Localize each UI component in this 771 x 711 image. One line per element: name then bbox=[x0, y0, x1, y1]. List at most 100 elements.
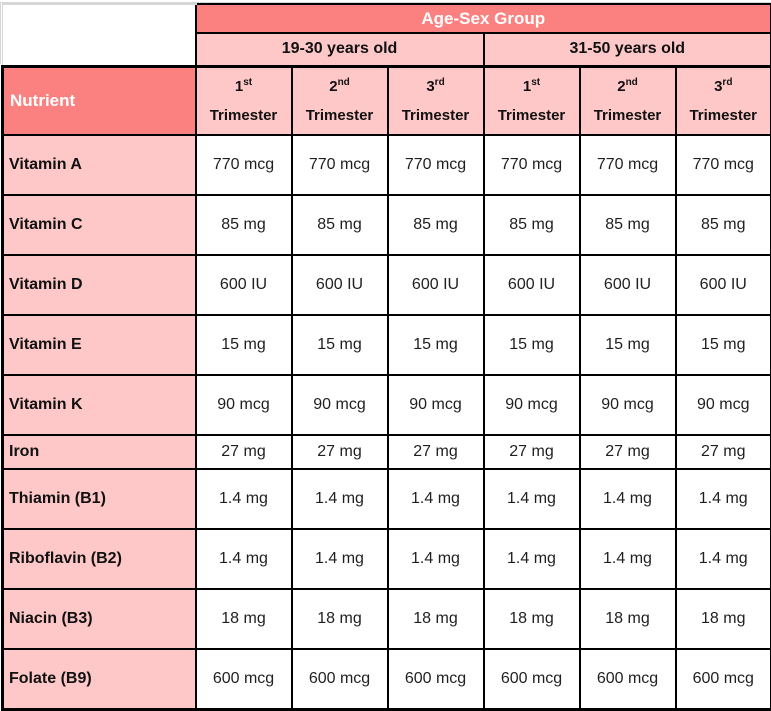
value-cell[interactable]: 90 mcg bbox=[580, 375, 676, 435]
value-cell[interactable]: 15 mg bbox=[676, 315, 771, 375]
nutrient-name[interactable]: Vitamin C bbox=[3, 195, 196, 255]
nutrient-name[interactable]: Iron bbox=[3, 435, 196, 469]
value-cell[interactable]: 600 IU bbox=[580, 255, 676, 315]
value-cell[interactable]: 600 IU bbox=[484, 255, 580, 315]
value-cell[interactable]: 85 mg bbox=[196, 195, 292, 255]
value-cell[interactable]: 1.4 mg bbox=[580, 529, 676, 589]
nutrient-name[interactable]: Thiamin (B1) bbox=[3, 469, 196, 529]
trimester-ordinal: 2nd bbox=[581, 78, 675, 95]
value-cell[interactable]: 770 mcg bbox=[196, 135, 292, 195]
value-cell[interactable]: 15 mg bbox=[388, 315, 484, 375]
nutrient-name[interactable]: Vitamin K bbox=[3, 375, 196, 435]
value-cell[interactable]: 15 mg bbox=[196, 315, 292, 375]
table-row-folate: Folate (B9) 600 mcg 600 mcg 600 mcg 600 … bbox=[3, 649, 771, 710]
value-cell[interactable]: 1.4 mg bbox=[196, 469, 292, 529]
value-cell[interactable]: 600 mcg bbox=[292, 649, 388, 710]
value-cell[interactable]: 90 mcg bbox=[196, 375, 292, 435]
table-row-vitamin-e: Vitamin E 15 mg 15 mg 15 mg 15 mg 15 mg … bbox=[3, 315, 771, 375]
value-cell[interactable]: 1.4 mg bbox=[292, 529, 388, 589]
trimester-word: Trimester bbox=[293, 107, 387, 124]
value-cell[interactable]: 85 mg bbox=[388, 195, 484, 255]
trimester-header-row: Nutrient 1st Trimester 2nd Trimester 3rd… bbox=[3, 67, 771, 136]
value-cell[interactable]: 1.4 mg bbox=[292, 469, 388, 529]
value-cell[interactable]: 85 mg bbox=[292, 195, 388, 255]
trimester-word: Trimester bbox=[389, 107, 483, 124]
corner-blank-cell[interactable] bbox=[3, 4, 196, 67]
value-cell[interactable]: 600 IU bbox=[676, 255, 771, 315]
value-cell[interactable]: 85 mg bbox=[484, 195, 580, 255]
trimester-header-1st-b[interactable]: 1st Trimester bbox=[484, 67, 580, 136]
value-cell[interactable]: 27 mg bbox=[196, 435, 292, 469]
trimester-header-1st-a[interactable]: 1st Trimester bbox=[196, 67, 292, 136]
value-cell[interactable]: 18 mg bbox=[196, 589, 292, 649]
value-cell[interactable]: 90 mcg bbox=[484, 375, 580, 435]
value-cell[interactable]: 600 mcg bbox=[580, 649, 676, 710]
trimester-header-2nd-b[interactable]: 2nd Trimester bbox=[580, 67, 676, 136]
age-group-19-30[interactable]: 19-30 years old bbox=[196, 33, 484, 67]
value-cell[interactable]: 85 mg bbox=[580, 195, 676, 255]
nutrient-name[interactable]: Folate (B9) bbox=[3, 649, 196, 710]
nutrient-name[interactable]: Riboflavin (B2) bbox=[3, 529, 196, 589]
value-cell[interactable]: 1.4 mg bbox=[484, 469, 580, 529]
value-cell[interactable]: 770 mcg bbox=[580, 135, 676, 195]
value-cell[interactable]: 1.4 mg bbox=[676, 529, 771, 589]
value-cell[interactable]: 600 mcg bbox=[484, 649, 580, 710]
table-row-vitamin-k: Vitamin K 90 mcg 90 mcg 90 mcg 90 mcg 90… bbox=[3, 375, 771, 435]
value-cell[interactable]: 1.4 mg bbox=[196, 529, 292, 589]
value-cell[interactable]: 600 IU bbox=[388, 255, 484, 315]
value-cell[interactable]: 600 mcg bbox=[388, 649, 484, 710]
table-row-vitamin-c: Vitamin C 85 mg 85 mg 85 mg 85 mg 85 mg … bbox=[3, 195, 771, 255]
value-cell[interactable]: 18 mg bbox=[484, 589, 580, 649]
value-cell[interactable]: 1.4 mg bbox=[388, 469, 484, 529]
value-cell[interactable]: 27 mg bbox=[676, 435, 771, 469]
value-cell[interactable]: 1.4 mg bbox=[484, 529, 580, 589]
value-cell[interactable]: 600 mcg bbox=[196, 649, 292, 710]
value-cell[interactable]: 27 mg bbox=[388, 435, 484, 469]
value-cell[interactable]: 770 mcg bbox=[292, 135, 388, 195]
trimester-ordinal: 1st bbox=[197, 78, 291, 95]
trimester-word: Trimester bbox=[197, 107, 291, 124]
value-cell[interactable]: 18 mg bbox=[676, 589, 771, 649]
value-cell[interactable]: 770 mcg bbox=[676, 135, 771, 195]
value-cell[interactable]: 85 mg bbox=[676, 195, 771, 255]
nutrient-name[interactable]: Vitamin D bbox=[3, 255, 196, 315]
group-header-row: Age-Sex Group bbox=[3, 4, 771, 34]
value-cell[interactable]: 770 mcg bbox=[388, 135, 484, 195]
trimester-header-2nd-a[interactable]: 2nd Trimester bbox=[292, 67, 388, 136]
nutrient-name[interactable]: Vitamin E bbox=[3, 315, 196, 375]
trimester-header-3rd-b[interactable]: 3rd Trimester bbox=[676, 67, 771, 136]
nutrient-name[interactable]: Niacin (B3) bbox=[3, 589, 196, 649]
value-cell[interactable]: 90 mcg bbox=[388, 375, 484, 435]
value-cell[interactable]: 90 mcg bbox=[292, 375, 388, 435]
value-cell[interactable]: 27 mg bbox=[580, 435, 676, 469]
value-cell[interactable]: 18 mg bbox=[292, 589, 388, 649]
value-cell[interactable]: 27 mg bbox=[484, 435, 580, 469]
value-cell[interactable]: 1.4 mg bbox=[388, 529, 484, 589]
value-cell[interactable]: 15 mg bbox=[484, 315, 580, 375]
table-row-thiamin: Thiamin (B1) 1.4 mg 1.4 mg 1.4 mg 1.4 mg… bbox=[3, 469, 771, 529]
value-cell[interactable]: 600 mcg bbox=[676, 649, 771, 710]
nutrient-name[interactable]: Vitamin A bbox=[3, 135, 196, 195]
table-row-vitamin-a: Vitamin A 770 mcg 770 mcg 770 mcg 770 mc… bbox=[3, 135, 771, 195]
value-cell[interactable]: 18 mg bbox=[388, 589, 484, 649]
trimester-word: Trimester bbox=[581, 107, 675, 124]
value-cell[interactable]: 15 mg bbox=[580, 315, 676, 375]
spreadsheet-gridline-left bbox=[0, 2, 1, 64]
table-row-riboflavin: Riboflavin (B2) 1.4 mg 1.4 mg 1.4 mg 1.4… bbox=[3, 529, 771, 589]
trimester-header-3rd-a[interactable]: 3rd Trimester bbox=[388, 67, 484, 136]
trimester-ordinal: 2nd bbox=[293, 78, 387, 95]
trimester-word: Trimester bbox=[677, 107, 771, 124]
age-group-31-50[interactable]: 31-50 years old bbox=[484, 33, 771, 67]
value-cell[interactable]: 770 mcg bbox=[484, 135, 580, 195]
value-cell[interactable]: 15 mg bbox=[292, 315, 388, 375]
value-cell[interactable]: 1.4 mg bbox=[580, 469, 676, 529]
age-sex-group-header[interactable]: Age-Sex Group bbox=[196, 4, 771, 34]
value-cell[interactable]: 18 mg bbox=[580, 589, 676, 649]
value-cell[interactable]: 1.4 mg bbox=[676, 469, 771, 529]
value-cell[interactable]: 600 IU bbox=[196, 255, 292, 315]
value-cell[interactable]: 27 mg bbox=[292, 435, 388, 469]
nutrient-column-header[interactable]: Nutrient bbox=[3, 67, 196, 136]
trimester-ordinal: 3rd bbox=[389, 78, 483, 95]
value-cell[interactable]: 90 mcg bbox=[676, 375, 771, 435]
value-cell[interactable]: 600 IU bbox=[292, 255, 388, 315]
